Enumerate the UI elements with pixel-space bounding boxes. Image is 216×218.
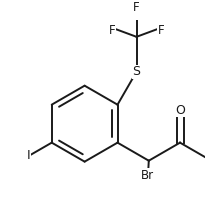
Text: O: O xyxy=(175,104,185,117)
Text: F: F xyxy=(133,1,140,14)
Text: F: F xyxy=(109,24,116,37)
Text: I: I xyxy=(27,150,30,162)
Text: Br: Br xyxy=(141,169,154,182)
Text: F: F xyxy=(157,24,164,37)
Text: S: S xyxy=(132,65,141,78)
